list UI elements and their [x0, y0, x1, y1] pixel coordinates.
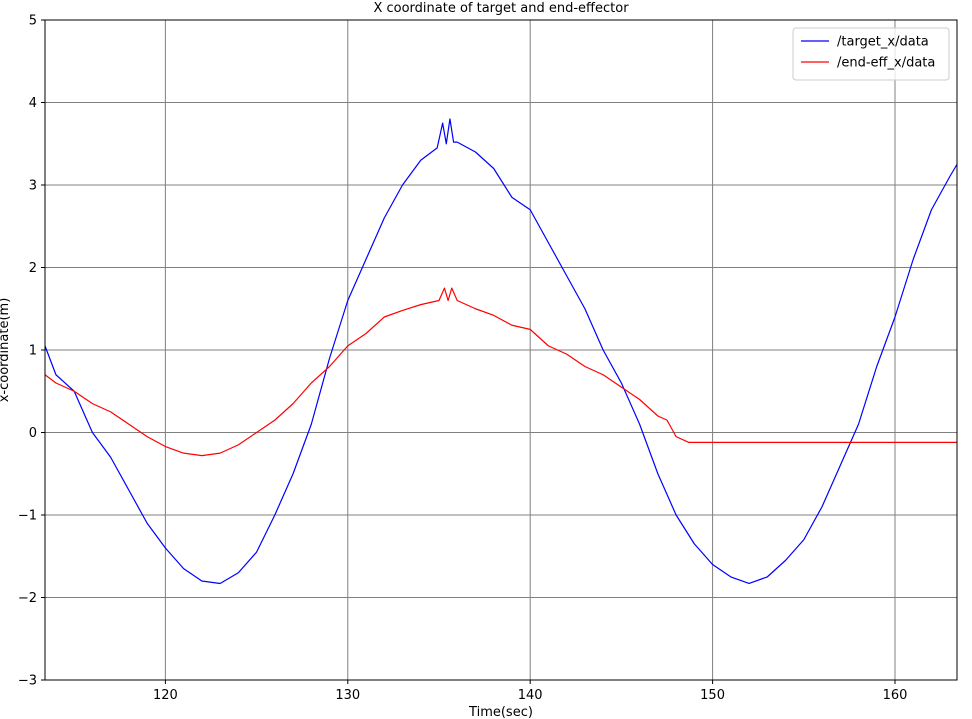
series-line [44, 118, 958, 585]
x-tick-label: 150 [700, 688, 725, 703]
x-tick-label: 120 [153, 688, 178, 703]
series-line [44, 287, 957, 457]
legend-box [792, 27, 950, 81]
y-tick-label: 3 [29, 179, 37, 194]
y-tick-label: 5 [29, 14, 37, 29]
legend-label: /target_x/data [837, 35, 929, 50]
x-tick-label: 130 [335, 688, 360, 703]
y-tick-label: 2 [29, 261, 37, 276]
legend-label: /end-eff_x/data [837, 56, 935, 71]
y-tick-label: 0 [29, 426, 37, 441]
y-tick-label: 4 [29, 96, 37, 111]
y-tick-label: −1 [18, 509, 37, 524]
plot-frame [44, 19, 958, 681]
y-tick-label: −3 [18, 674, 37, 689]
x-tick-label: 140 [518, 688, 543, 703]
chart-title: X coordinate of target and end-effector [373, 1, 629, 16]
y-axis-label: x-coordinate(m) [0, 298, 12, 403]
x-axis-label: Time(sec) [468, 705, 533, 719]
y-tick-label: −2 [18, 591, 37, 606]
y-tick-label: 1 [29, 344, 37, 359]
x-tick-label: 160 [883, 688, 908, 703]
